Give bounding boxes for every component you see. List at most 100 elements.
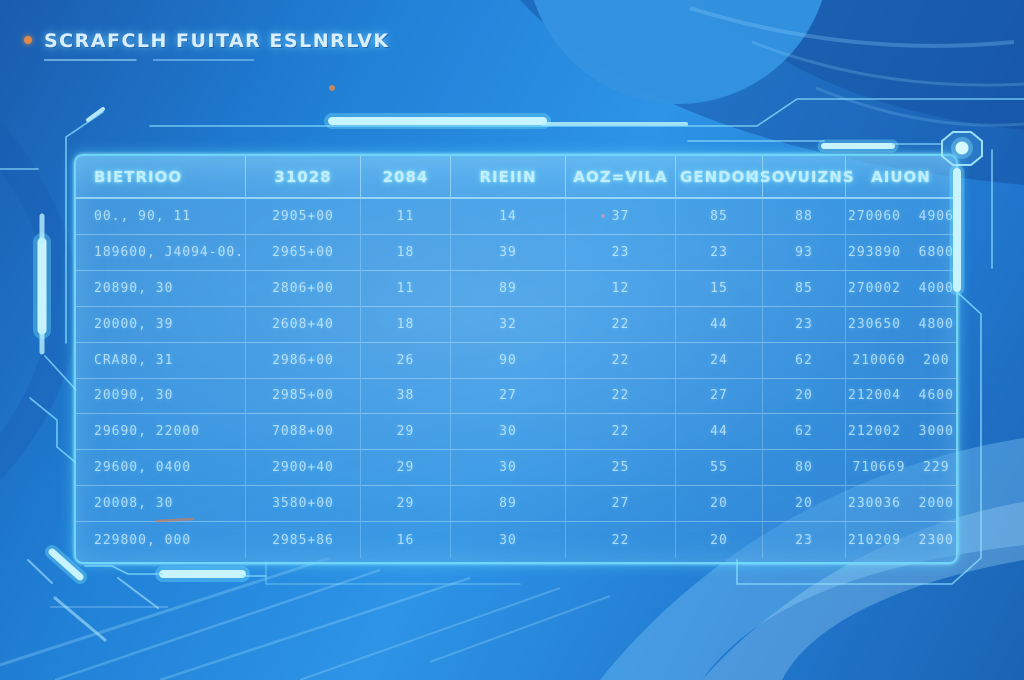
table-cell: 7088+00 <box>246 414 361 451</box>
table-cell: 3580+00 <box>246 486 361 523</box>
table-cell: 2900+40 <box>246 450 361 487</box>
table-cell: 37 <box>566 199 676 235</box>
table-cell: 212002 3000 <box>846 414 956 451</box>
table-cell: 18 <box>361 234 451 271</box>
table-cell: 29 <box>361 486 451 523</box>
table-row[interactable]: 20008, 30 3580+00 29 89 27 20 20 230036 2000 <box>76 486 956 523</box>
table-cell: 270060 4906 <box>846 199 956 235</box>
table-cell: 14 <box>451 199 566 235</box>
table-cell: 85 <box>676 199 763 235</box>
table-cell: 710669 229 <box>846 450 956 487</box>
column-header[interactable]: 31028 <box>246 156 361 199</box>
table-cell: 30 <box>451 414 566 451</box>
table-row[interactable]: 20000, 39 2608+40 18 32 22 44 23 230650 4800 <box>76 306 956 343</box>
table-cell: 23 <box>676 234 763 271</box>
table-cell: 62 <box>763 342 846 379</box>
table-cell: 30 <box>451 522 566 559</box>
table-cell: 39 <box>451 234 566 271</box>
table-cell: 55 <box>676 450 763 487</box>
table-cell: 22 <box>566 306 676 343</box>
table-row[interactable]: 29600, 0400 2900+40 29 30 25 55 80 710669 229 <box>76 450 956 487</box>
table-cell: 20 <box>763 378 846 415</box>
column-header[interactable]: ISOVUIZNS <box>753 156 854 199</box>
table-cell: 24 <box>676 342 763 379</box>
table-cell: 32 <box>451 306 566 343</box>
table-cell: 22 <box>566 342 676 379</box>
table-cell: 89 <box>451 486 566 523</box>
table-row[interactable]: 189600, J4094-00. 2965+00 18 39 23 23 93 293890… <box>76 234 956 271</box>
orange-dot-icon <box>24 36 32 44</box>
table-cell: 30 <box>451 450 566 487</box>
screen-title-block: SCRAFCLH FUITAR ESLNRLVK <box>24 30 390 61</box>
table-row[interactable]: 20090, 30 2985+00 38 27 22 27 20 212004 4600 <box>76 378 956 415</box>
table-cell: 210209 2300 <box>848 532 954 548</box>
table-cell: 230036 2000 <box>846 486 956 523</box>
table-cell: 29 <box>361 450 451 487</box>
table-cell: 23 <box>566 234 676 271</box>
table-cell: 26 <box>361 342 451 379</box>
table-cell: 29 <box>361 414 451 451</box>
table-cell: 2608+40 <box>246 306 361 343</box>
data-table-panel: BIETRIOO 31028 2084 RIEIIN AOZ=VILA GENDOK ISO… <box>74 154 958 564</box>
table-cell: 88 <box>763 199 846 235</box>
page-title: SCRAFCLH FUITAR ESLNRLVK <box>44 30 390 52</box>
table-row[interactable]: CRA80, 31 2986+00 26 90 22 24 62 210060 200 <box>76 342 956 379</box>
table-cell: 293890 6800 <box>846 235 956 271</box>
table-cell: 89 <box>451 270 566 307</box>
table-cell: 27 <box>566 486 676 523</box>
table-cell: 38 <box>361 378 451 415</box>
table-cell: 44 <box>676 414 763 451</box>
table-cell: 2986+00 <box>246 342 361 379</box>
table-cell: 270002 4000 <box>846 271 956 307</box>
table-row[interactable]: 229800, 000 2985+86 16 30 22 20 23 210209 2300 <box>76 522 956 559</box>
table-cell: 20890, 30 <box>76 270 246 307</box>
column-header[interactable]: BIETRIOO <box>76 156 246 199</box>
table-cell: 22 <box>566 414 676 451</box>
table-cell: 2985+00 <box>246 378 361 415</box>
table-cell: 22 <box>566 378 676 415</box>
orange-speck-icon <box>329 85 335 91</box>
table-cell: 90 <box>451 342 566 379</box>
table-cell: 29690, 22000 <box>76 414 246 451</box>
table-cell: 44 <box>676 306 763 343</box>
table-cell: 2985+86 <box>246 522 361 559</box>
table-cell: 80 <box>763 450 846 487</box>
table-cell: CRA80, 31 <box>76 342 246 379</box>
table-row[interactable]: 29690, 22000 7088+00 29 30 22 44 62 212002 3000 <box>76 414 956 451</box>
table-cell: 212004 4600 <box>846 379 956 415</box>
table-cell: 16 <box>361 522 451 559</box>
table-cell: 00., 90, 11 <box>76 199 246 235</box>
table-cell: 27 <box>451 378 566 415</box>
column-header[interactable]: AOZ=VILA <box>566 156 676 199</box>
table-cell: 11 <box>361 199 451 235</box>
table-cell: 18 <box>361 306 451 343</box>
table-cell: 229800, 000 <box>76 522 246 559</box>
table-cell: 20 <box>763 486 846 523</box>
table-body: 00., 90, 11 2905+00 11 14 37 85 88 270060 4906 1… <box>76 199 956 559</box>
table-cell: 11 <box>361 270 451 307</box>
table-cell: 2905+00 <box>246 199 361 235</box>
table-cell: 210060 200 <box>846 343 956 379</box>
table-cell: 27 <box>676 378 763 415</box>
table-cell: 20000, 39 <box>76 306 246 343</box>
table-cell: 2806+00 <box>246 270 361 307</box>
table-cell: 29600, 0400 <box>76 450 246 487</box>
table-cell: 20008, 30 <box>76 486 246 523</box>
column-header[interactable]: GENDOK <box>676 156 763 199</box>
table-row[interactable]: 20890, 30 2806+00 11 89 12 15 85 270002 4000 <box>76 270 956 307</box>
table-cell: 20090, 30 <box>76 378 246 415</box>
table-cell: 62 <box>763 414 846 451</box>
table-cell: 15 <box>676 270 763 307</box>
table-cell: 25 <box>566 450 676 487</box>
column-header[interactable]: 2084 <box>361 156 451 199</box>
table-cell: 189600, J4094-00. <box>76 234 246 271</box>
column-header[interactable]: AIUON <box>846 156 956 199</box>
table-row[interactable]: 00., 90, 11 2905+00 11 14 37 85 88 270060 4906 <box>76 199 956 235</box>
table-header-row: BIETRIOO 31028 2084 RIEIIN AOZ=VILA GENDOK ISO… <box>76 156 956 199</box>
table-cell: 2965+00 <box>246 234 361 271</box>
column-header[interactable]: RIEIIN <box>451 156 566 199</box>
title-underline <box>44 59 254 61</box>
table-cell: 22 <box>566 522 676 559</box>
table-cell: 23 <box>763 306 846 343</box>
